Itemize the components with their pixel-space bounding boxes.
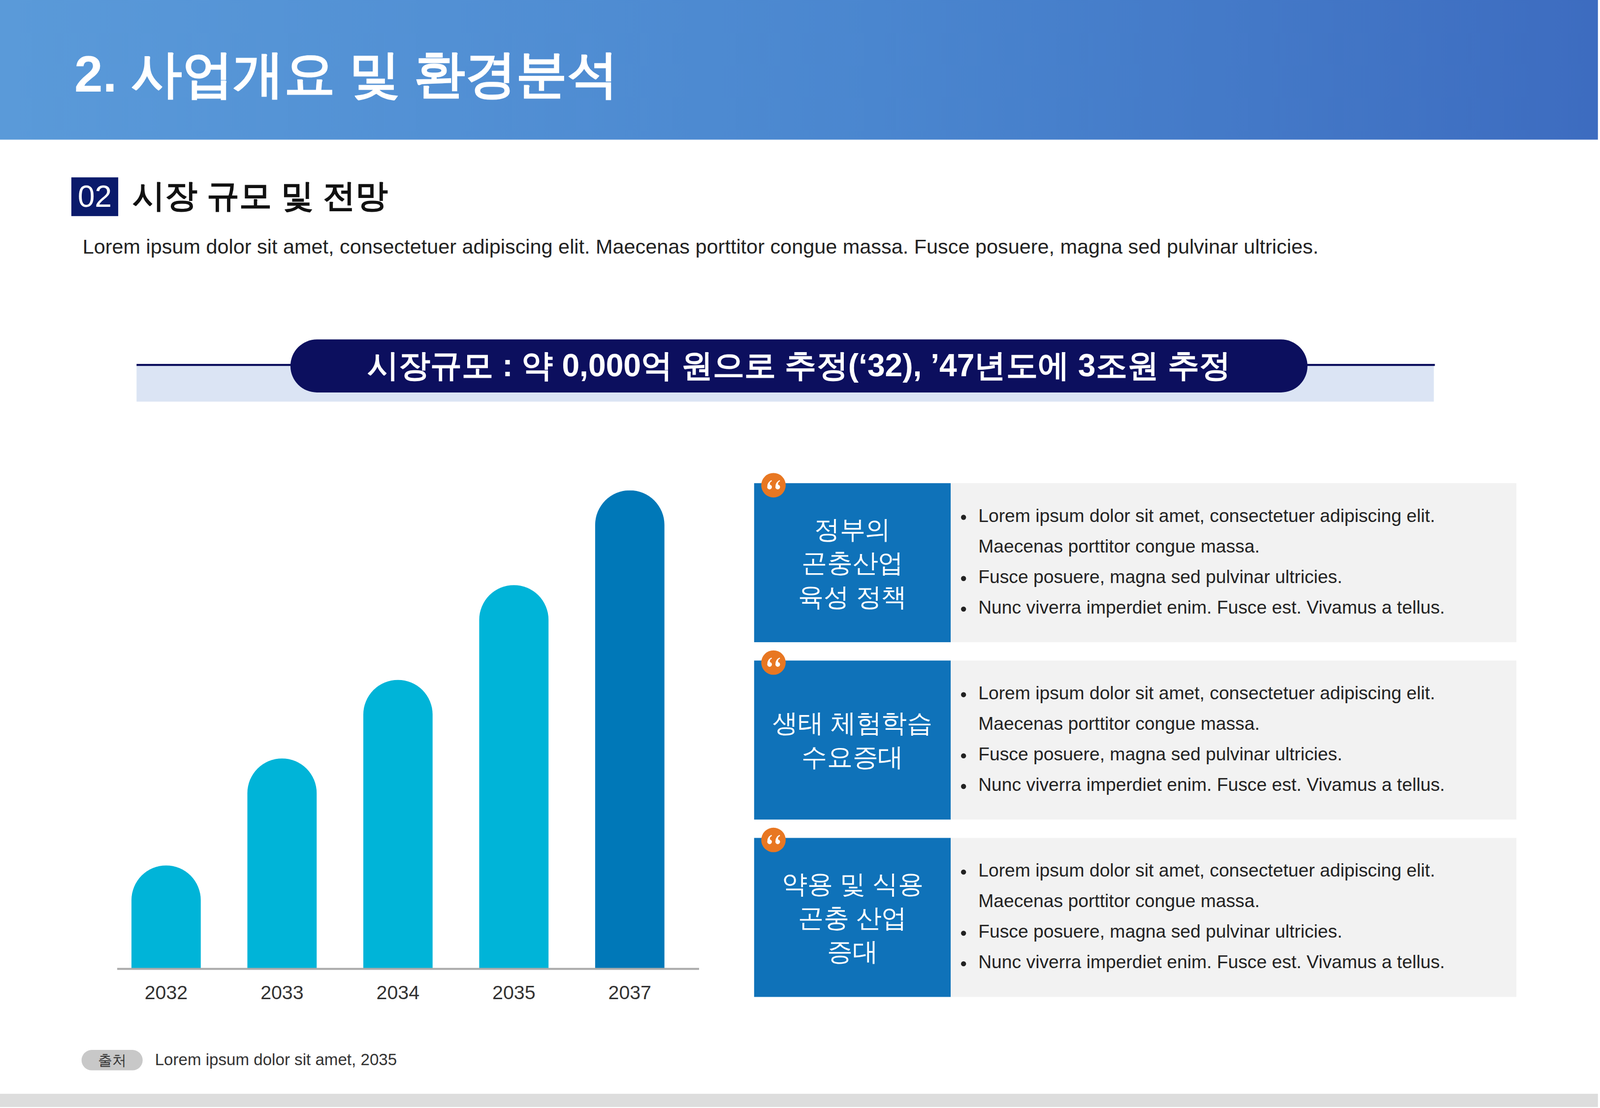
bar — [479, 584, 549, 968]
banner-pill: 시장규모 : 약 0,000억 원으로 추정(‘32), ’47년도에 3조원 … — [290, 339, 1308, 393]
quote-icon — [759, 471, 788, 501]
item-label: 약용 및 식용 — [781, 866, 924, 901]
x-tick-label: 2035 — [492, 981, 536, 1003]
item-text-box: Lorem ipsum dolor sit amet, consectetuer… — [950, 482, 1517, 642]
footer-band — [0, 1093, 1599, 1107]
item-label: 증대 — [827, 933, 879, 968]
section-title: 시장 규모 및 전망 — [132, 175, 388, 217]
item-label-box: 정부의곤충산업육성 정책 — [754, 482, 952, 642]
item-text-box: Lorem ipsum dolor sit amet, consectetuer… — [950, 660, 1517, 820]
quote-mark — [767, 834, 772, 844]
bullet-list: Lorem ipsum dolor sit amet, consectetuer… — [950, 660, 1508, 800]
chart: 2032 2033 2034 2035 2037 — [0, 0, 1599, 1107]
item-label: 곤충산업 — [801, 545, 904, 579]
bullet: Lorem ipsum dolor sit amet, consectetuer… — [978, 677, 1508, 739]
bar — [247, 758, 317, 968]
section-number: 02 — [71, 177, 119, 217]
x-tick-label: 2033 — [260, 981, 304, 1003]
bullet: Nunc viverra imperdiet enim. Fusce est. … — [978, 769, 1508, 800]
section-description: Lorem ipsum dolor sit amet, consectetuer… — [82, 235, 1319, 259]
item-label: 육성 정책 — [798, 579, 907, 613]
bars — [131, 490, 665, 969]
slide: 2. 사업개요 및 환경분석 02 시장 규모 및 전망 Lorem ipsum… — [0, 0, 1599, 1107]
bullet: Lorem ipsum dolor sit amet, consectetuer… — [978, 500, 1508, 562]
banner-line — [1299, 363, 1435, 366]
item-text-box: Lorem ipsum dolor sit amet, consectetuer… — [950, 837, 1517, 997]
quote-icon — [759, 826, 788, 856]
item-label: 수요증대 — [801, 739, 904, 774]
quote-mark — [775, 834, 781, 844]
bullet: Fusce posuere, magna sed pulvinar ultric… — [978, 561, 1508, 593]
item: 약용 및 식용곤충 산업증대 Lorem ipsum dolor sit amet… — [754, 837, 1517, 997]
quote-circle — [761, 472, 786, 498]
x-tick-label: 2032 — [144, 981, 188, 1003]
item-label: 곤충 산업 — [798, 900, 907, 934]
x-axis-line — [117, 967, 700, 970]
bullet: Fusce posuere, magna sed pulvinar ultric… — [978, 916, 1508, 947]
bar — [131, 864, 201, 968]
item-label-box: 약용 및 식용곤충 산업증대 — [754, 837, 952, 997]
quote-icon — [759, 649, 788, 678]
x-tick-label: 2034 — [376, 981, 420, 1003]
item: 정부의곤충산업육성 정책 Lorem ipsum dolor sit amet, … — [754, 482, 1517, 642]
bullet: Lorem ipsum dolor sit amet, consectetuer… — [978, 855, 1508, 917]
bullet-list: Lorem ipsum dolor sit amet, consectetuer… — [950, 837, 1508, 978]
quote-mark — [767, 657, 772, 667]
banner-line — [136, 363, 300, 366]
quote-circle — [761, 827, 786, 853]
bullet-list: Lorem ipsum dolor sit amet, consectetuer… — [950, 482, 1508, 623]
quote-mark — [775, 657, 781, 667]
bar — [363, 679, 433, 969]
bullet: Fusce posuere, magna sed pulvinar ultric… — [978, 738, 1508, 770]
item: 생태 체험학습수요증대 Lorem ipsum dolor sit amet, c… — [754, 660, 1517, 820]
item-label-box: 생태 체험학습수요증대 — [754, 660, 952, 820]
banner-text: 시장규모 : 약 0,000억 원으로 추정(‘32), ’47년도에 3조원 … — [367, 344, 1231, 388]
bar — [595, 490, 665, 969]
item-label: 정부의 — [814, 512, 891, 546]
x-tick-label: 2037 — [608, 981, 652, 1003]
quote-circle — [761, 650, 786, 675]
source-text: Lorem ipsum dolor sit amet, 2035 — [155, 1049, 398, 1070]
source-tag: 출처 — [81, 1049, 143, 1070]
page-title: 2. 사업개요 및 환경분석 — [74, 40, 618, 110]
bullet: Nunc viverra imperdiet enim. Fusce est. … — [978, 592, 1508, 623]
item-label: 생태 체험학습 — [772, 706, 933, 740]
quote-mark — [767, 480, 772, 490]
quote-mark — [775, 480, 781, 490]
bullet: Nunc viverra imperdiet enim. Fusce est. … — [978, 946, 1508, 978]
